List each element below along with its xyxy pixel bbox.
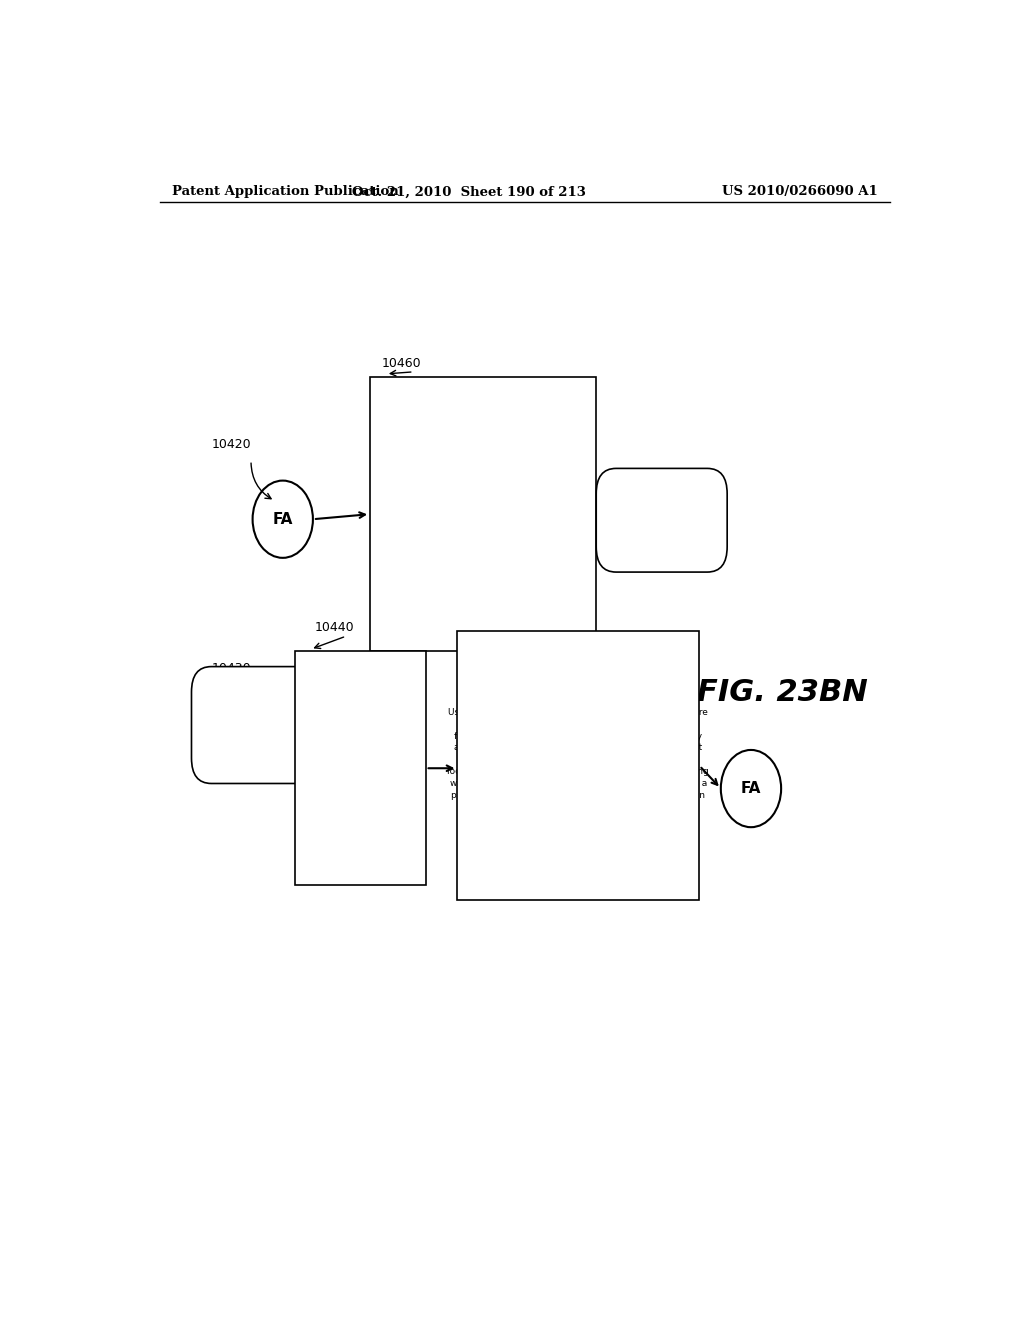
- Text: 10430: 10430: [211, 661, 251, 675]
- Text: 10470: 10470: [617, 469, 657, 482]
- Text: 10460: 10460: [382, 356, 422, 370]
- Text: 10450: 10450: [477, 601, 517, 614]
- FancyBboxPatch shape: [191, 667, 331, 784]
- Text: START: START: [237, 718, 286, 733]
- Text: 10420: 10420: [211, 438, 251, 451]
- Text: Use an enclosure enclosing
a heat-generating nuclear
fuel body therein, the
nucl: Use an enclosure enclosing a heat-genera…: [293, 723, 427, 813]
- FancyBboxPatch shape: [596, 469, 727, 572]
- Text: FA: FA: [740, 781, 761, 796]
- Text: FA: FA: [272, 512, 293, 527]
- Text: Patent Application Publication: Patent Application Publication: [172, 185, 398, 198]
- FancyBboxPatch shape: [295, 651, 426, 886]
- Text: Use a fluid control subassembly coupled to the enclosure
to control removal of a: Use a fluid control subassembly coupled …: [447, 708, 710, 824]
- FancyBboxPatch shape: [458, 631, 699, 900]
- FancyBboxPatch shape: [370, 378, 596, 651]
- Text: US 2010/0266090 A1: US 2010/0266090 A1: [722, 185, 878, 198]
- Text: STOP: STOP: [641, 513, 683, 527]
- Text: FIG. 23BN: FIG. 23BN: [697, 677, 868, 706]
- Text: Use a plurality of first components coupled to
the fluid control subassembly to : Use a plurality of first components coup…: [375, 438, 591, 590]
- Text: 10440: 10440: [314, 620, 354, 634]
- Text: Oct. 21, 2010  Sheet 190 of 213: Oct. 21, 2010 Sheet 190 of 213: [352, 185, 586, 198]
